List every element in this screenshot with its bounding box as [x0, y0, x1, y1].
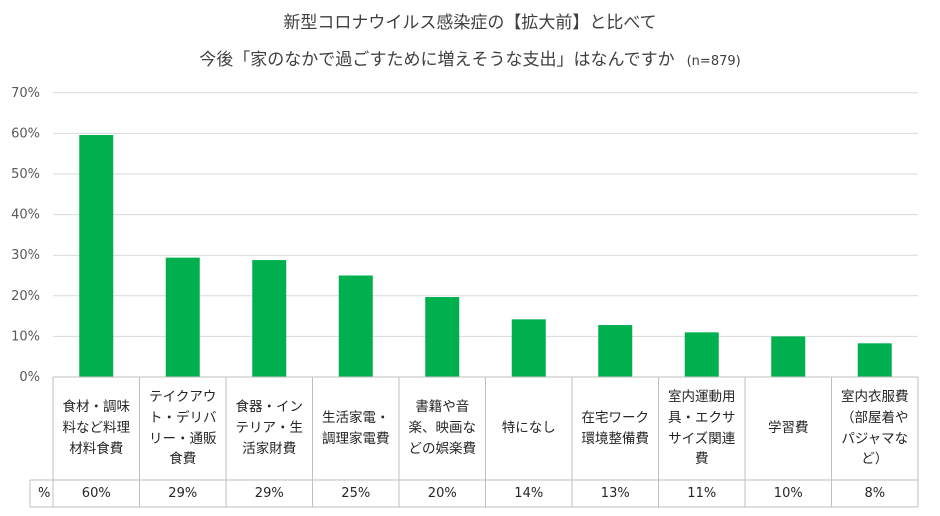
y-tick-label: 60% — [11, 126, 40, 141]
category-label: 食器・インテリア・生活家財費 — [226, 377, 313, 480]
y-tick-label: 40% — [11, 208, 40, 223]
category-label: 生活家電・調理家電費 — [313, 377, 400, 480]
category-label-line: 食材・調味 — [62, 399, 131, 416]
chart-title-line2: 今後「家のなかで過ごすために増えそうな支出」はなんですか (n=879) — [0, 45, 940, 70]
category-label-line: （部屋着や — [841, 409, 909, 426]
bar — [79, 135, 114, 377]
category-label-line: 生活家電・ — [322, 409, 390, 426]
y-tick-label: 50% — [11, 167, 40, 182]
value-label: 29% — [168, 486, 198, 501]
bar — [857, 343, 892, 377]
category-label-line: テリア・生 — [235, 420, 304, 437]
bar — [598, 325, 633, 377]
value-label: 13% — [600, 486, 630, 501]
category-label-line: パジャマな — [841, 430, 909, 447]
bar — [252, 260, 287, 377]
table-row-label: % — [38, 486, 51, 501]
category-label: 室内運動用具・エクササイズ関連費 — [659, 377, 746, 480]
category-label-line: 学習費 — [768, 420, 809, 437]
bar — [771, 336, 806, 377]
category-label-line: 費 — [695, 451, 709, 468]
bar — [511, 319, 546, 377]
category-label: 特になし — [486, 377, 573, 480]
category-label-line: ど） — [861, 451, 889, 468]
category-label: テイクアウト・デリバリー・通販食費 — [140, 377, 227, 480]
value-label: 25% — [341, 486, 371, 501]
value-label: 11% — [687, 486, 717, 501]
bar — [338, 275, 373, 377]
category-label-line: 材料食費 — [69, 440, 124, 457]
bar — [165, 257, 200, 377]
sample-size-label: (n=879) — [686, 54, 741, 69]
category-label: 学習費 — [745, 377, 832, 480]
category-label-line: 室内衣服費 — [841, 388, 909, 405]
category-label-line: 具・エクサ — [668, 409, 736, 426]
value-label: 10% — [773, 486, 803, 501]
category-label-line: サイズ関連 — [668, 430, 736, 447]
category-label-line: 在宅ワーク — [581, 409, 650, 426]
category-label-line: 書籍や音 — [415, 399, 470, 416]
y-tick-label: 20% — [11, 289, 40, 304]
category-label-line: 環境整備費 — [581, 430, 650, 447]
category-label-line: 室内運動用 — [668, 388, 736, 405]
category-label: 書籍や音楽、映画などの娯楽費 — [399, 377, 486, 480]
value-label: 14% — [514, 486, 544, 501]
bar — [425, 297, 460, 377]
category-label-line: 楽、映画な — [408, 420, 477, 437]
category-label-line: 調理家電費 — [322, 430, 390, 447]
category-label-line: どの娯楽費 — [408, 440, 477, 457]
category-label-line: 特になし — [501, 420, 556, 437]
category-label-line: ト・デリバ — [149, 409, 217, 426]
category-label-line: 料など料理 — [62, 420, 131, 437]
y-tick-label: 70% — [11, 86, 40, 101]
category-label: 在宅ワーク環境整備費 — [572, 377, 659, 480]
value-label: 8% — [864, 486, 886, 501]
category-label-line: テイクアウ — [149, 388, 217, 405]
category-label-line: 食器・イン — [235, 399, 304, 416]
category-label-line: 食費 — [169, 451, 197, 468]
bar — [684, 332, 719, 377]
chart-title-question: 今後「家のなかで過ごすために増えそうな支出」はなんですか — [199, 50, 675, 70]
y-tick-label: 30% — [11, 248, 40, 263]
category-label: 食材・調味料など料理材料食費 — [53, 377, 140, 480]
value-label: 60% — [81, 486, 111, 501]
value-label: 20% — [427, 486, 457, 501]
category-label-line: リー・通販 — [149, 430, 217, 447]
value-label: 29% — [254, 486, 284, 501]
y-tick-label: 0% — [19, 370, 40, 385]
category-label-line: 活家財費 — [242, 440, 297, 457]
category-label: 室内衣服費 （部屋着やパジャマなど） — [832, 377, 919, 480]
y-tick-label: 10% — [11, 329, 40, 344]
chart-title-line1: 新型コロナウイルス感染症の【拡大前】と比べて — [283, 13, 657, 33]
